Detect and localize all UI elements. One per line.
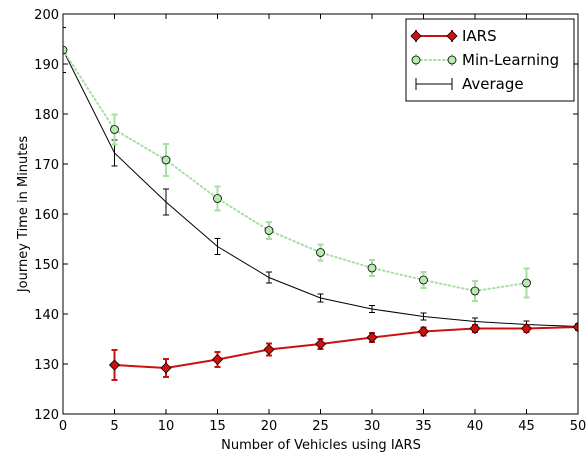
legend-marker bbox=[446, 30, 458, 42]
legend-marker bbox=[411, 55, 421, 65]
series-line bbox=[63, 49, 528, 293]
plot-area bbox=[63, 27, 578, 381]
legend-item-average: Average bbox=[415, 75, 524, 93]
data-point bbox=[264, 226, 274, 235]
x-tick-label: 0 bbox=[59, 419, 67, 434]
y-tick-label: 180 bbox=[34, 108, 59, 123]
x-tick-label: 35 bbox=[415, 419, 432, 434]
y-tick-label: 150 bbox=[34, 258, 59, 273]
data-point bbox=[522, 278, 531, 288]
data-point bbox=[211, 353, 224, 366]
x-tick-label: 25 bbox=[312, 419, 329, 434]
legend-label: Min-Learning bbox=[462, 51, 559, 69]
y-tick-label: 140 bbox=[34, 308, 59, 323]
y-tick-label: 130 bbox=[34, 358, 59, 373]
data-point bbox=[213, 194, 222, 203]
data-point bbox=[367, 263, 377, 273]
legend-label: IARS bbox=[462, 27, 497, 45]
y-tick-label: 160 bbox=[34, 208, 59, 223]
y-tick-label: 200 bbox=[34, 8, 59, 23]
data-point bbox=[314, 338, 327, 350]
legend-marker bbox=[410, 30, 422, 42]
x-tick-label: 15 bbox=[209, 419, 226, 434]
data-point bbox=[520, 322, 533, 335]
legend-label: Average bbox=[462, 75, 524, 93]
data-point bbox=[63, 45, 68, 55]
legend-item-min-learning: Min-Learning bbox=[411, 51, 559, 69]
data-point bbox=[160, 362, 172, 374]
legend-item-iars: IARS bbox=[410, 27, 497, 45]
data-point bbox=[316, 248, 325, 257]
data-point bbox=[263, 343, 275, 356]
data-point bbox=[572, 321, 578, 333]
x-tick-label: 50 bbox=[570, 419, 587, 434]
series-iars bbox=[108, 321, 578, 381]
y-axis-label: Journey Time in Minutes bbox=[16, 136, 31, 294]
x-tick-label: 40 bbox=[467, 419, 484, 434]
x-tick-label: 20 bbox=[261, 419, 278, 434]
series-line bbox=[63, 49, 578, 327]
x-axis-label: Number of Vehicles using IARS bbox=[221, 438, 421, 453]
x-tick-label: 5 bbox=[110, 419, 118, 434]
data-point bbox=[470, 286, 480, 296]
x-tick-label: 45 bbox=[518, 419, 535, 434]
series-line bbox=[114, 326, 578, 370]
data-point bbox=[108, 359, 121, 371]
legend: IARS Min-Learning Average bbox=[405, 18, 575, 102]
data-point bbox=[366, 331, 378, 344]
data-point bbox=[161, 155, 171, 165]
data-point bbox=[417, 325, 430, 338]
y-tick-label: 120 bbox=[34, 408, 59, 423]
data-point bbox=[110, 125, 119, 134]
x-tick-label: 30 bbox=[364, 419, 381, 434]
data-point bbox=[469, 322, 481, 335]
y-tick-label: 170 bbox=[34, 158, 59, 173]
y-tick-label: 190 bbox=[34, 58, 59, 73]
legend-marker bbox=[447, 55, 457, 65]
data-point bbox=[419, 275, 428, 285]
axes: 0 5 10 15 20 25 30 35 40 45 50 120 130 140 150 160 170 18… bbox=[34, 8, 586, 434]
x-tick-label: 10 bbox=[158, 419, 175, 434]
series-min-learning bbox=[63, 45, 531, 302]
plot-inner bbox=[63, 27, 578, 381]
